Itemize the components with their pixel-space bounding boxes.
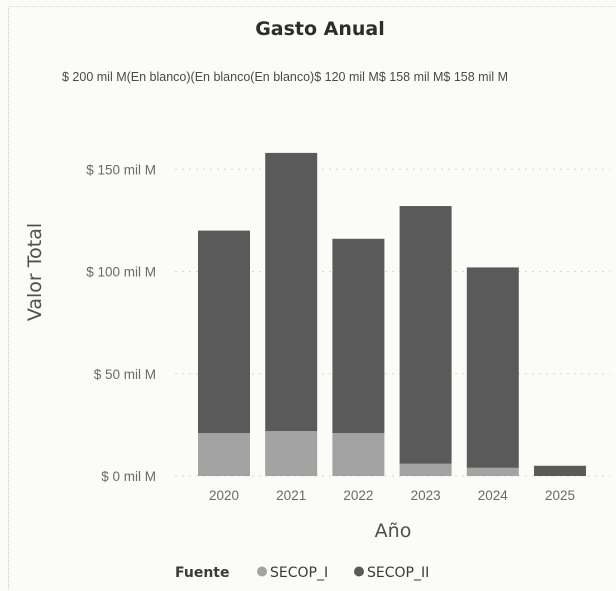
legend-swatch-secop-i bbox=[257, 566, 267, 577]
chart-frame bbox=[8, 6, 615, 589]
legend-label-secop-ii: SECOP_II bbox=[367, 565, 429, 581]
x-tick-label: 2025 bbox=[545, 488, 575, 503]
x-tick-label: 2022 bbox=[343, 488, 373, 503]
x-tick-label: 2020 bbox=[209, 488, 239, 503]
x-axis-title: Año bbox=[375, 520, 412, 542]
legend-swatch-secop-ii bbox=[354, 566, 364, 577]
x-axis-ticks: 2020 2021 2022 2023 2024 2025 bbox=[209, 488, 575, 503]
legend-title: Fuente bbox=[175, 565, 229, 581]
bar-secop-ii-2022 bbox=[332, 238, 385, 434]
legend: Fuente SECOP_I SECOP_II bbox=[175, 565, 429, 581]
bar-secop-i-2024 bbox=[466, 467, 519, 476]
y-axis-ticks: $ 0 mil M $ 50 mil M $ 100 mil M $ 150 mil … bbox=[86, 162, 156, 484]
bar-secop-i-2022 bbox=[332, 433, 385, 476]
y-tick-label: $ 50 mil M bbox=[94, 367, 156, 382]
bar-secop-ii-2025 bbox=[534, 465, 586, 476]
bars bbox=[198, 152, 586, 476]
bar-secop-ii-2023 bbox=[399, 206, 452, 464]
x-tick-label: 2023 bbox=[411, 488, 441, 503]
y-tick-label: $ 150 mil M bbox=[86, 162, 156, 177]
bar-secop-ii-2020 bbox=[198, 230, 250, 434]
gridlines bbox=[175, 168, 610, 477]
x-tick-label: 2021 bbox=[276, 488, 306, 503]
bar-secop-i-2023 bbox=[399, 463, 452, 476]
bar-secop-i-2020 bbox=[198, 433, 250, 476]
x-tick-label: 2024 bbox=[478, 488, 509, 503]
bar-secop-ii-2021 bbox=[265, 152, 318, 432]
bar-secop-ii-2024 bbox=[466, 267, 519, 468]
top-data-labels: $ 200 mil M(En blanco)(En blanco(En blan… bbox=[62, 70, 508, 84]
y-tick-label: $ 100 mil M bbox=[86, 265, 156, 280]
legend-label-secop-i: SECOP_I bbox=[270, 565, 328, 581]
y-axis-title: Valor Total bbox=[24, 223, 46, 321]
y-tick-label: $ 0 mil M bbox=[101, 469, 156, 484]
chart-title: Gasto Anual bbox=[255, 18, 385, 40]
bar-secop-i-2021 bbox=[265, 431, 318, 476]
